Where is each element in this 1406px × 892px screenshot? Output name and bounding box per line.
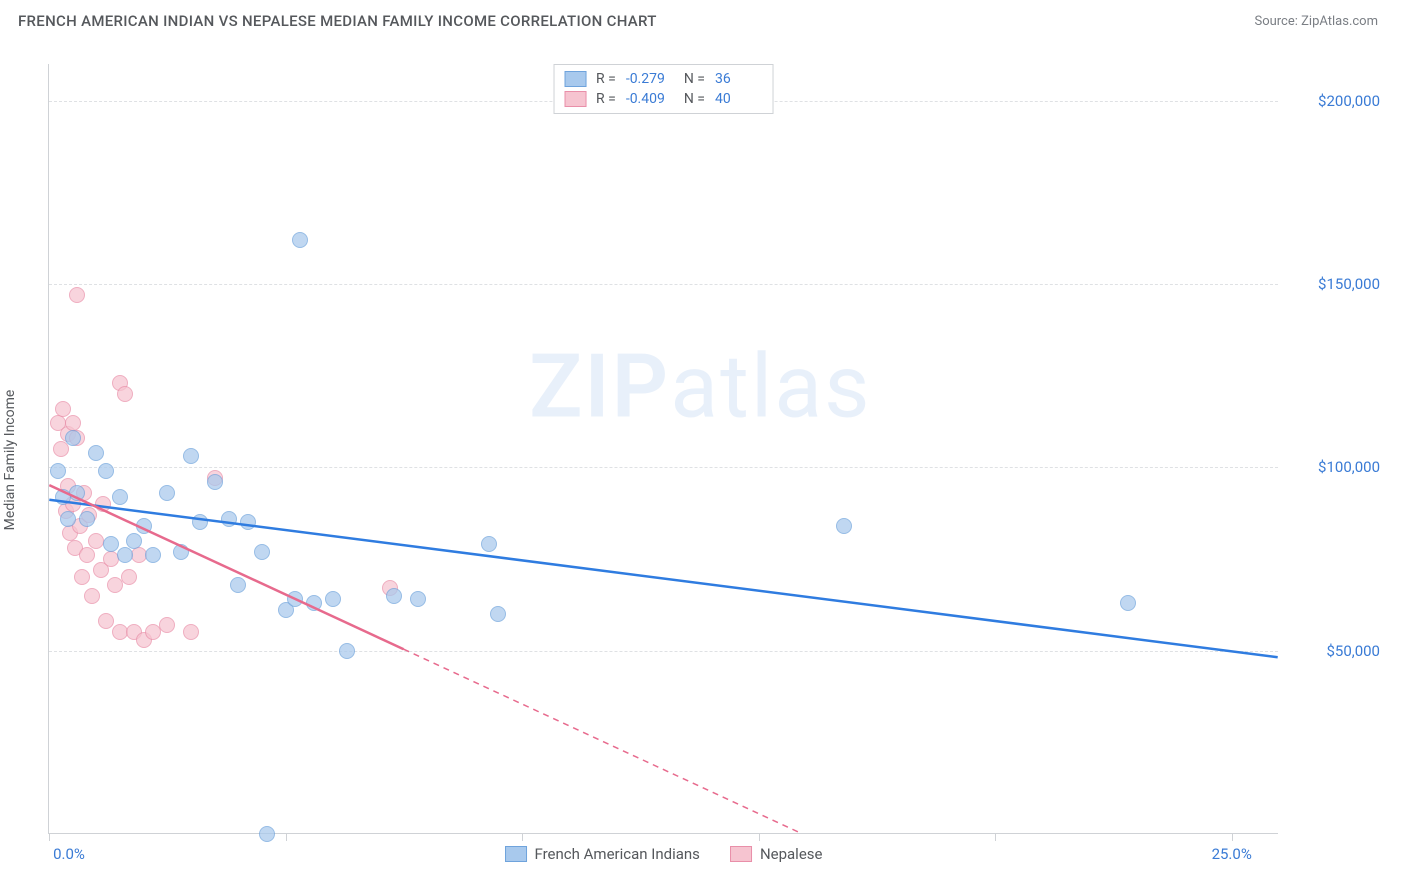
gridline-h xyxy=(49,284,1278,285)
y-tick-label: $200,000 xyxy=(1285,92,1380,110)
data-point xyxy=(98,463,114,479)
x-tick xyxy=(759,833,760,841)
stats-swatch-1 xyxy=(564,71,586,87)
data-point xyxy=(103,536,119,552)
series-label-1: French American Indians xyxy=(535,845,700,863)
data-point xyxy=(126,533,142,549)
data-point xyxy=(481,536,497,552)
stat-n-val-2: 40 xyxy=(715,91,763,107)
data-point xyxy=(74,569,90,585)
data-point xyxy=(117,386,133,402)
y-tick-label: $50,000 xyxy=(1285,642,1380,660)
x-tick xyxy=(49,833,50,841)
stat-n-label-2: N = xyxy=(684,91,705,107)
stats-legend-row-1: R = -0.279 N = 36 xyxy=(564,69,763,89)
series-label-2: Nepalese xyxy=(760,845,823,863)
watermark-atlas: atlas xyxy=(670,335,871,438)
gridline-h xyxy=(49,467,1278,468)
data-point xyxy=(159,617,175,633)
chart-source: Source: ZipAtlas.com xyxy=(1254,14,1378,29)
series-swatch-1 xyxy=(505,846,527,862)
stat-r-label-1: R = xyxy=(596,71,616,87)
data-point xyxy=(88,445,104,461)
data-point xyxy=(69,287,85,303)
data-point xyxy=(836,518,852,534)
data-point xyxy=(145,547,161,563)
data-point xyxy=(254,544,270,560)
data-point xyxy=(490,606,506,622)
watermark-zip: ZIP xyxy=(529,335,670,438)
chart-header: FRENCH AMERICAN INDIAN VS NEPALESE MEDIA… xyxy=(0,0,1406,38)
stat-r-val-1: -0.279 xyxy=(626,71,674,87)
x-label-right: 25.0% xyxy=(1212,845,1252,863)
trend-lines-layer xyxy=(49,64,1278,833)
data-point xyxy=(386,588,402,604)
data-point xyxy=(65,415,81,431)
gridline-h xyxy=(49,651,1278,652)
data-point xyxy=(240,514,256,530)
data-point xyxy=(292,232,308,248)
data-point xyxy=(1120,595,1136,611)
x-label-left: 0.0% xyxy=(53,845,85,863)
data-point xyxy=(79,511,95,527)
x-tick xyxy=(1232,833,1233,841)
data-point xyxy=(50,463,66,479)
x-tick xyxy=(995,833,996,841)
data-point xyxy=(183,448,199,464)
data-point xyxy=(159,485,175,501)
data-point xyxy=(95,496,111,512)
y-tick-label: $100,000 xyxy=(1285,458,1380,476)
data-point xyxy=(230,577,246,593)
data-point xyxy=(117,547,133,563)
x-tick xyxy=(286,833,287,841)
data-point xyxy=(325,591,341,607)
data-point xyxy=(221,511,237,527)
data-point xyxy=(339,643,355,659)
trend-line xyxy=(404,649,801,833)
data-point xyxy=(60,511,76,527)
stats-legend-row-2: R = -0.409 N = 40 xyxy=(564,89,763,109)
data-point xyxy=(183,624,199,640)
plot-area: ZIPatlas R = -0.279 N = 36 R = -0.409 N … xyxy=(48,64,1278,834)
data-point xyxy=(65,430,81,446)
series-swatch-2 xyxy=(730,846,752,862)
stat-r-val-2: -0.409 xyxy=(626,91,674,107)
data-point xyxy=(306,595,322,611)
data-point xyxy=(79,547,95,563)
stats-legend: R = -0.279 N = 36 R = -0.409 N = 40 xyxy=(553,64,774,114)
data-point xyxy=(136,518,152,534)
data-point xyxy=(84,588,100,604)
chart-container: Median Family Income ZIPatlas R = -0.279… xyxy=(18,40,1388,880)
data-point xyxy=(98,613,114,629)
series-legend: French American Indians Nepalese xyxy=(505,845,823,863)
stats-swatch-2 xyxy=(564,91,586,107)
data-point xyxy=(192,514,208,530)
data-point xyxy=(55,401,71,417)
data-point xyxy=(112,489,128,505)
data-point xyxy=(259,826,275,842)
x-tick xyxy=(522,833,523,841)
data-point xyxy=(121,569,137,585)
data-point xyxy=(173,544,189,560)
data-point xyxy=(410,591,426,607)
y-axis-title: Median Family Income xyxy=(2,390,18,531)
data-point xyxy=(287,591,303,607)
series-legend-item-1: French American Indians xyxy=(505,845,700,863)
y-tick-label: $150,000 xyxy=(1285,275,1380,293)
data-point xyxy=(207,474,223,490)
watermark: ZIPatlas xyxy=(529,335,871,438)
series-legend-item-2: Nepalese xyxy=(730,845,823,863)
stat-n-val-1: 36 xyxy=(715,71,763,87)
chart-title: FRENCH AMERICAN INDIAN VS NEPALESE MEDIA… xyxy=(18,12,657,30)
data-point xyxy=(69,485,85,501)
stat-n-label-1: N = xyxy=(684,71,705,87)
stat-r-label-2: R = xyxy=(596,91,616,107)
